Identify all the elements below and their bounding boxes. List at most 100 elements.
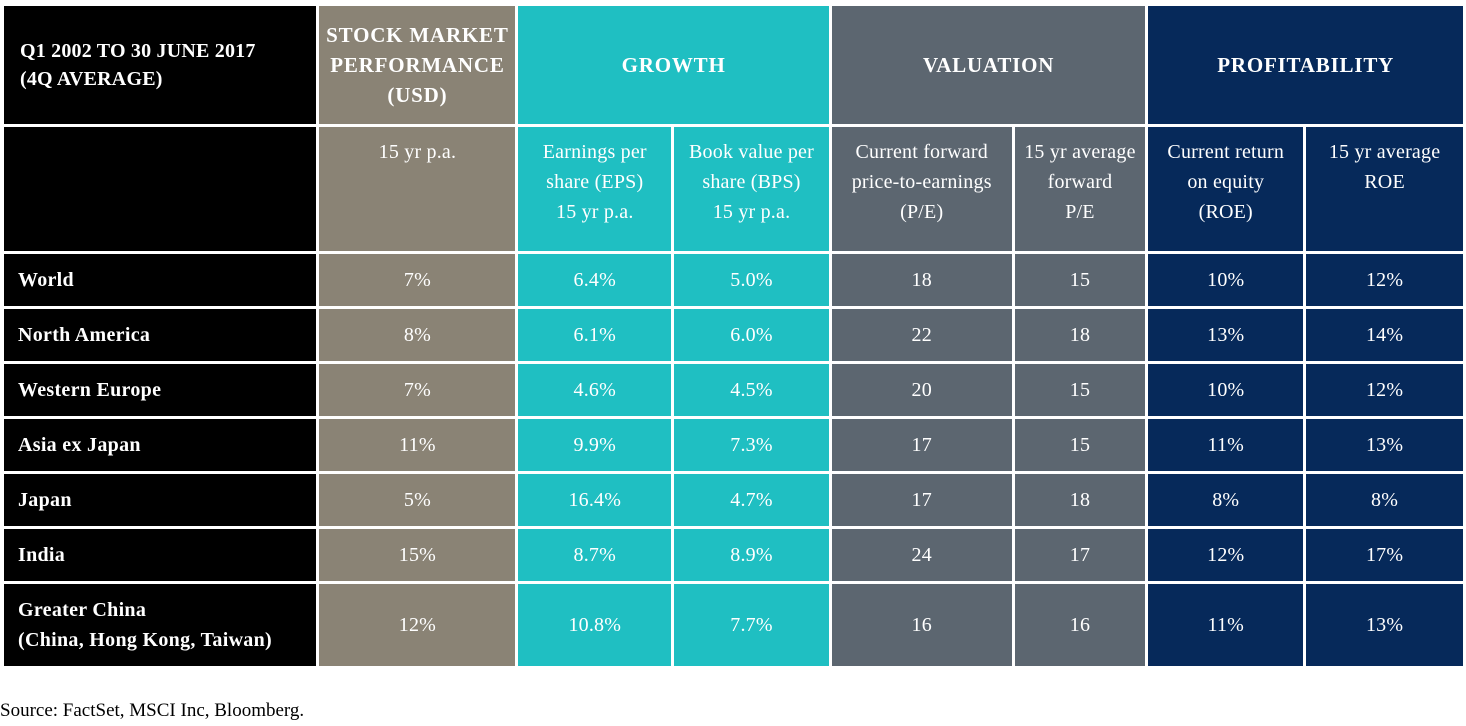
column-header-eps-growth: Earnings per share (EPS) 15 yr p.a.: [518, 127, 672, 251]
row-label-line: Greater China: [18, 599, 147, 621]
table-row: Greater China (China, Hong Kong, Taiwan) 1…: [4, 584, 1463, 666]
cell-forward-pe: 17: [831, 419, 1012, 471]
cell-current-roe: 10%: [1148, 364, 1304, 416]
column-header-line: P/E: [1065, 201, 1095, 223]
cell-forward-pe: 18: [831, 254, 1012, 306]
column-header-line: Current forward: [855, 141, 988, 163]
table-title-line: (4Q AVERAGE): [20, 68, 163, 90]
cell-forward-pe: 20: [831, 364, 1012, 416]
group-header-profitability: PROFITABILITY: [1148, 6, 1463, 124]
column-header-avg-roe: 15 yr average ROE: [1306, 127, 1463, 251]
column-header-line: Book value per: [689, 141, 814, 163]
cell-current-roe: 11%: [1148, 419, 1304, 471]
cell-market-15yr: 7%: [319, 254, 516, 306]
cell-market-15yr: 8%: [319, 309, 516, 361]
table-row: World 7% 6.4% 5.0% 18 15 10% 12%: [4, 254, 1463, 306]
cell-forward-pe: 24: [831, 529, 1012, 581]
cell-avg-roe: 14%: [1306, 309, 1463, 361]
row-label-line: North America: [18, 324, 151, 346]
column-header-line: 15 yr p.a.: [712, 201, 791, 223]
group-header-market-line: (USD): [387, 83, 448, 107]
row-label: World: [4, 254, 317, 306]
table-title: Q1 2002 TO 30 JUNE 2017 (4Q AVERAGE): [4, 6, 317, 124]
cell-avg-forward-pe: 16: [1014, 584, 1146, 666]
cell-avg-roe: 12%: [1306, 364, 1463, 416]
cell-eps-growth: 8.7%: [518, 529, 672, 581]
cell-avg-roe: 8%: [1306, 474, 1463, 526]
cell-avg-forward-pe: 15: [1014, 254, 1146, 306]
cell-forward-pe: 17: [831, 474, 1012, 526]
row-label: Asia ex Japan: [4, 419, 317, 471]
row-label-line: Western Europe: [18, 379, 162, 401]
performance-table: Q1 2002 TO 30 JUNE 2017 (4Q AVERAGE) STO…: [1, 3, 1466, 669]
cell-avg-forward-pe: 18: [1014, 474, 1146, 526]
column-header-line: on equity: [1187, 171, 1265, 193]
group-header-growth: GROWTH: [518, 6, 829, 124]
row-label-line: India: [18, 544, 66, 566]
table-row: North America 8% 6.1% 6.0% 22 18 13% 14%: [4, 309, 1463, 361]
source-note: Source: FactSet, MSCI Inc, Bloomberg.: [0, 700, 305, 721]
cell-bps-growth: 4.7%: [674, 474, 829, 526]
column-header-blank: [4, 127, 317, 251]
row-label: India: [4, 529, 317, 581]
cell-bps-growth: 7.7%: [674, 584, 829, 666]
cell-market-15yr: 12%: [319, 584, 516, 666]
cell-avg-forward-pe: 18: [1014, 309, 1146, 361]
cell-forward-pe: 22: [831, 309, 1012, 361]
table-row: India 15% 8.7% 8.9% 24 17 12% 17%: [4, 529, 1463, 581]
cell-avg-forward-pe: 17: [1014, 529, 1146, 581]
cell-market-15yr: 11%: [319, 419, 516, 471]
cell-avg-roe: 12%: [1306, 254, 1463, 306]
column-header-line: (P/E): [900, 201, 944, 223]
cell-current-roe: 12%: [1148, 529, 1304, 581]
table-row: Asia ex Japan 11% 9.9% 7.3% 17 15 11% 13%: [4, 419, 1463, 471]
row-label: Japan: [4, 474, 317, 526]
column-header-line: 15 yr average: [1024, 141, 1136, 163]
cell-avg-roe: 13%: [1306, 419, 1463, 471]
row-label: Western Europe: [4, 364, 317, 416]
cell-market-15yr: 7%: [319, 364, 516, 416]
row-label: Greater China (China, Hong Kong, Taiwan): [4, 584, 317, 666]
column-header-line: forward: [1047, 171, 1113, 193]
cell-current-roe: 10%: [1148, 254, 1304, 306]
cell-avg-forward-pe: 15: [1014, 364, 1146, 416]
cell-avg-roe: 17%: [1306, 529, 1463, 581]
column-header-line: share (BPS): [702, 171, 801, 193]
group-header-market-line: PERFORMANCE: [330, 53, 505, 77]
group-header-valuation: VALUATION: [831, 6, 1146, 124]
table-row: Japan 5% 16.4% 4.7% 17 18 8% 8%: [4, 474, 1463, 526]
cell-avg-forward-pe: 15: [1014, 419, 1146, 471]
column-header-line: 15 yr average: [1328, 141, 1441, 163]
column-header-market-15yr: 15 yr p.a.: [319, 127, 516, 251]
cell-eps-growth: 9.9%: [518, 419, 672, 471]
column-header-line: Current return: [1167, 141, 1285, 163]
column-header-line: (ROE): [1198, 201, 1253, 223]
cell-bps-growth: 5.0%: [674, 254, 829, 306]
column-header-line: ROE: [1364, 171, 1405, 193]
cell-current-roe: 8%: [1148, 474, 1304, 526]
row-label: North America: [4, 309, 317, 361]
column-header-forward-pe: Current forward price-to-earnings (P/E): [831, 127, 1012, 251]
cell-bps-growth: 7.3%: [674, 419, 829, 471]
table-row: Western Europe 7% 4.6% 4.5% 20 15 10% 12%: [4, 364, 1463, 416]
cell-eps-growth: 6.1%: [518, 309, 672, 361]
cell-eps-growth: 16.4%: [518, 474, 672, 526]
cell-current-roe: 11%: [1148, 584, 1304, 666]
group-header-market: STOCK MARKET PERFORMANCE (USD): [319, 6, 516, 124]
cell-bps-growth: 6.0%: [674, 309, 829, 361]
column-header-line: 15 yr p.a.: [378, 141, 457, 163]
cell-bps-growth: 8.9%: [674, 529, 829, 581]
cell-market-15yr: 15%: [319, 529, 516, 581]
table-title-line: Q1 2002 TO 30 JUNE 2017: [20, 40, 256, 62]
group-header-row: Q1 2002 TO 30 JUNE 2017 (4Q AVERAGE) STO…: [4, 6, 1463, 124]
column-header-line: 15 yr p.a.: [556, 201, 634, 223]
row-label-line: World: [18, 269, 74, 291]
column-header-avg-forward-pe: 15 yr average forward P/E: [1014, 127, 1146, 251]
row-label-line: Japan: [18, 489, 72, 511]
row-label-line: (China, Hong Kong, Taiwan): [18, 629, 272, 651]
group-header-market-line: STOCK MARKET: [326, 23, 509, 47]
cell-market-15yr: 5%: [319, 474, 516, 526]
cell-eps-growth: 6.4%: [518, 254, 672, 306]
cell-forward-pe: 16: [831, 584, 1012, 666]
cell-bps-growth: 4.5%: [674, 364, 829, 416]
